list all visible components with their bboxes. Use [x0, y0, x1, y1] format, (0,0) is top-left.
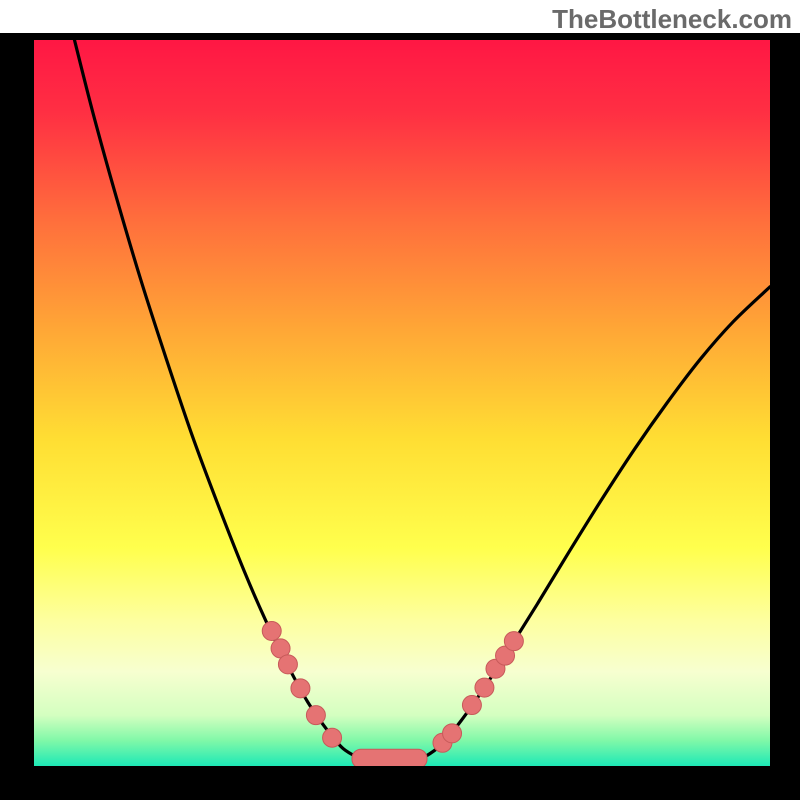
plot-area [34, 40, 770, 766]
left-markers-marker [278, 655, 297, 674]
gradient-background [34, 40, 770, 766]
right-markers-marker [443, 724, 462, 743]
left-markers-marker [306, 706, 325, 725]
left-markers-marker [291, 679, 310, 698]
left-markers-marker [323, 728, 342, 747]
watermark-text: TheBottleneck.com [552, 4, 792, 35]
left-markers-marker [262, 621, 281, 640]
right-markers-marker [462, 696, 481, 715]
plot-svg [34, 40, 770, 766]
chart-container: TheBottleneck.com [0, 0, 800, 800]
right-markers-marker [475, 678, 494, 697]
optimum-range-bar [352, 749, 427, 766]
right-markers-marker [504, 632, 523, 651]
